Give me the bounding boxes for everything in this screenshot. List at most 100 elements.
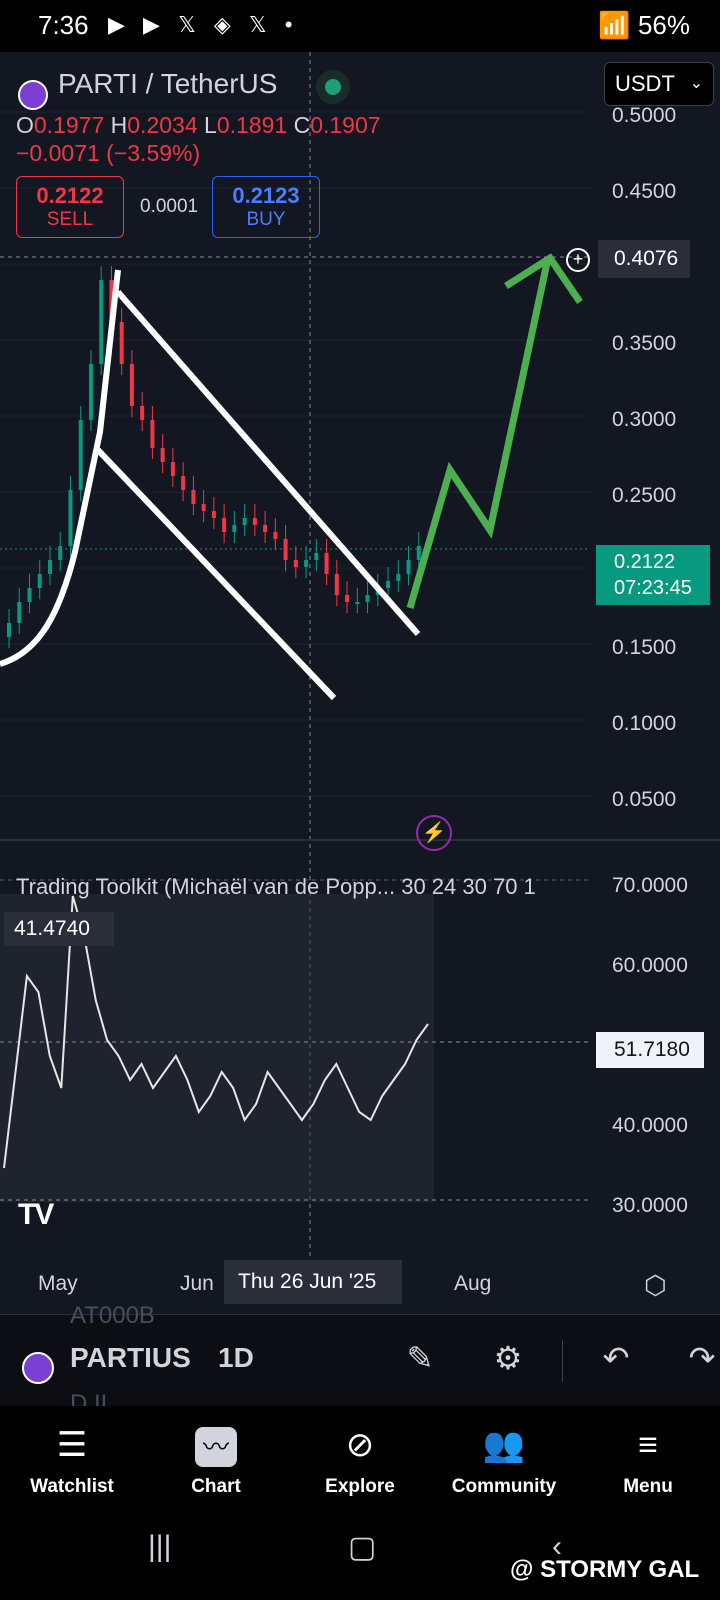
back-icon[interactable]: ‹ [552,1530,562,1563]
projection-arrow-head [504,253,583,304]
nav-watchlist[interactable]: ☰ Watchlist [2,1420,142,1498]
candle-body [386,581,391,588]
channel-lower-line [95,447,337,701]
recent-apps-icon[interactable]: ||| [148,1530,172,1563]
lightning-icon[interactable]: ⚡ [416,815,452,851]
indicator-tick: 30.0000 [612,1194,688,1217]
candle-body [324,553,329,574]
candle-body [273,532,278,539]
status-bar: 7:36 ▶ ▶ 𝕏 ◈ 𝕏 • 📶 56% [0,0,720,52]
nav-community-label: Community [451,1476,557,1497]
sell-price: 0.2122 [36,183,104,208]
candle-body [181,476,186,490]
candle-body [27,588,32,602]
candle-body [263,525,268,532]
indicator-tick: 40.0000 [612,1114,688,1137]
symbol-title[interactable]: PARTI / TetherUS [58,68,278,99]
candle-body [170,462,175,476]
candle-body [314,553,319,560]
candle-body [7,623,11,637]
toolbar-divider [562,1340,563,1382]
toolbar-symbol[interactable]: PARTIUS [70,1342,191,1373]
chart-toolbar [0,1314,720,1407]
buy-label: BUY [246,209,286,230]
candle-body [365,595,370,602]
candle-body [345,595,350,602]
parti-logo-icon [22,1352,54,1384]
currency-value: USDT [615,71,675,96]
price-change: −0.0071 (−3.59%) [16,140,201,166]
nav-chart[interactable]: 〰 Chart [146,1420,286,1498]
add-alert-plus-icon[interactable]: + [566,248,590,272]
ghost-symbol-above: AT000B [70,1302,155,1329]
candle-body [201,504,206,511]
indicator-line [3,895,429,1169]
projection-arrow [406,257,552,609]
battery-percent: 56% [637,10,690,40]
time-tick: Aug [454,1272,492,1295]
candle-body [47,560,52,574]
candle-body [304,560,309,567]
candle-body [396,574,401,581]
redo-icon[interactable]: ↷ [688,1340,716,1376]
ohlc-values: O0.1977 H0.2034 L0.1891 C0.1907 [16,112,381,139]
candles [7,266,421,649]
price-tick: 0.2500 [612,484,677,507]
buy-button[interactable]: 0.2123 BUY [212,176,320,238]
bottom-nav [0,1406,720,1516]
candle-body [406,560,411,574]
candle-body [17,602,22,623]
price-tick: 0.5000 [612,104,677,127]
candle-body [416,546,421,560]
drawn-curve [0,269,121,667]
interval-button[interactable]: 1D [218,1342,254,1373]
candle-body [88,364,93,420]
price-tick: 0.1500 [612,636,677,659]
low-value: 0.1891 [216,112,288,138]
close-value: 0.1907 [310,112,381,138]
pencil-icon[interactable]: ✎ [406,1340,434,1376]
candle-body [99,280,104,364]
nav-community[interactable]: 👥 Community [434,1420,574,1498]
battery-level: 📶 56% [598,10,690,41]
chart-icon: 〰 [146,1420,286,1470]
home-icon[interactable]: ▢ [348,1531,377,1564]
nav-explore[interactable]: ⊘ Explore [290,1420,430,1498]
indicator-current-flag: 51.7180 [596,1032,704,1068]
watermark: @ STORMY GAL [510,1556,700,1583]
candle-body [293,560,298,567]
close-label: C [293,112,311,138]
candle-body [283,539,288,560]
sell-button[interactable]: 0.2122 SELL [16,176,124,238]
sell-label: SELL [46,209,94,230]
price-tick: 0.1000 [612,712,677,735]
candle-body [129,364,134,406]
price-tick: 0.3500 [612,332,677,355]
crosshair-date-flag: Thu 26 Jun '25 [224,1260,402,1304]
price-tick: 0.4500 [612,180,677,203]
undo-icon[interactable]: ↶ [602,1340,630,1376]
candle-body [355,602,360,604]
nav-chart-label: Chart [191,1476,241,1497]
candle-body [140,406,145,420]
indicator-title[interactable]: Trading Toolkit (Michaël van de Popp... … [16,874,536,899]
menu-icon: ≡ [638,1426,658,1464]
nav-menu[interactable]: ≡ Menu [578,1420,718,1498]
chart-settings-icon[interactable]: ⬡ [644,1270,667,1300]
time-tick: Jun [180,1272,214,1295]
candle-body [222,518,227,532]
open-value: 0.1977 [33,112,105,138]
candle-body [232,525,237,532]
channel-upper-line [115,290,421,636]
candle-body [252,518,257,525]
chevron-down-icon: ⌄ [689,75,703,92]
candle-body [119,322,124,364]
candle-body [68,490,73,546]
candle-body [334,574,339,595]
high-value: 0.2034 [127,112,198,138]
indicators-sliders-icon[interactable]: ⚙ [493,1340,523,1376]
price-tick: 0.0500 [612,788,677,811]
currency-select[interactable]: USDT ⌄ [604,62,714,106]
high-label: H [110,112,128,138]
candle-body [242,518,247,525]
